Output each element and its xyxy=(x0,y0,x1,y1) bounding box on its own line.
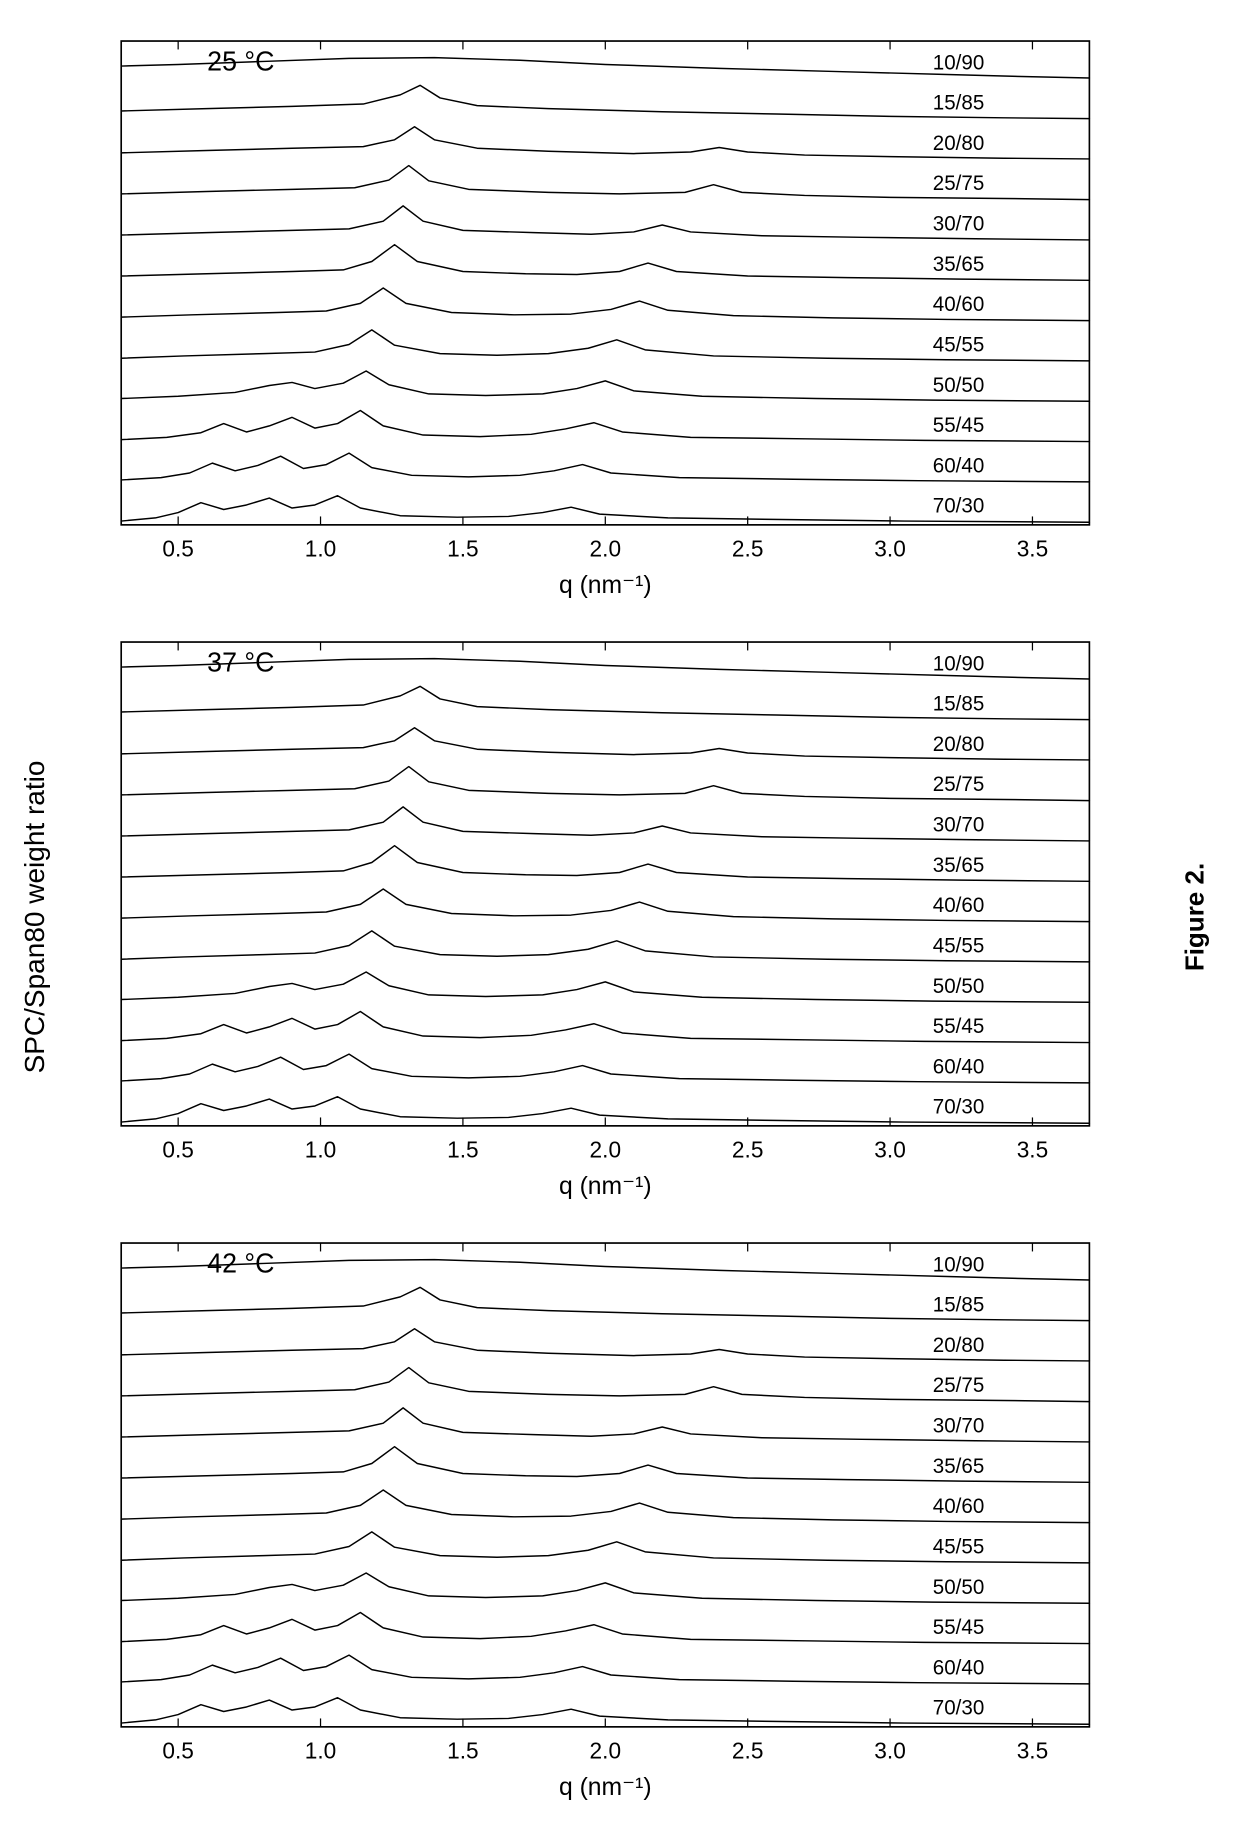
xtick-label: 3.0 xyxy=(874,1136,905,1162)
trace-label: 10/90 xyxy=(933,1253,984,1276)
trace-label: 50/50 xyxy=(933,374,984,397)
xtick-label: 1.0 xyxy=(305,1737,336,1763)
xtick-label: 2.5 xyxy=(732,535,763,561)
trace-label: 25/75 xyxy=(933,773,984,796)
figure-caption: Figure 2. xyxy=(1180,862,1211,970)
trace-label: 30/70 xyxy=(933,1414,984,1437)
xtick-label: 0.5 xyxy=(162,535,193,561)
figure-container: SPC/Span80 weight ratio 0.5 1.0 1.5 2.0 2.5 3… xyxy=(0,0,1240,1833)
trace-label: 45/55 xyxy=(933,1535,984,1558)
panel-1: 0.51.01.52.02.53.03.5q (nm⁻¹)37 °C10/901… xyxy=(80,621,1110,1210)
trace-label: 10/90 xyxy=(933,51,984,74)
trace-label: 35/65 xyxy=(933,1455,984,1478)
trace-label: 45/55 xyxy=(933,333,984,356)
xtick-label: 3.0 xyxy=(874,1737,905,1763)
trace-label: 50/50 xyxy=(933,1576,984,1599)
panel-svg: 0.51.01.52.02.53.03.5q (nm⁻¹)42 °C10/901… xyxy=(80,1222,1110,1811)
trace-label: 55/45 xyxy=(933,1616,984,1639)
trace-label: 15/85 xyxy=(933,1293,984,1316)
x-axis-label: q (nm⁻¹) xyxy=(559,1172,652,1200)
trace-label: 60/40 xyxy=(933,1656,984,1679)
trace-label: 20/80 xyxy=(933,1334,984,1357)
trace-label: 55/45 xyxy=(933,414,984,437)
xtick-label: 2.0 xyxy=(590,1737,621,1763)
trace-label: 30/70 xyxy=(933,813,984,836)
trace-label: 55/45 xyxy=(933,1015,984,1038)
xtick-label: 2.5 xyxy=(732,1737,763,1763)
trace-label: 45/55 xyxy=(933,934,984,957)
xtick-label: 0.5 xyxy=(162,1737,193,1763)
y-axis-label: SPC/Span80 weight ratio xyxy=(19,760,51,1073)
panel-svg: 0.51.01.52.02.53.03.5q (nm⁻¹)37 °C10/901… xyxy=(80,621,1110,1210)
trace-label: 10/90 xyxy=(933,652,984,675)
xtick-label: 0.5 xyxy=(162,1136,193,1162)
trace-label: 50/50 xyxy=(933,975,984,998)
trace-label: 60/40 xyxy=(933,1055,984,1078)
panel-0: 0.51.01.52.02.53.03.5q (nm⁻¹)25 °C10/901… xyxy=(80,20,1110,609)
trace-label: 40/60 xyxy=(933,1495,984,1518)
trace-label: 70/30 xyxy=(933,495,984,518)
x-axis-label: q (nm⁻¹) xyxy=(559,571,652,599)
xtick-label: 3.5 xyxy=(1017,1737,1048,1763)
xtick-label: 1.5 xyxy=(447,1136,478,1162)
xtick-label: 3.5 xyxy=(1017,535,1048,561)
xtick-label: 1.5 xyxy=(447,1737,478,1763)
xtick-label: 2.0 xyxy=(590,535,621,561)
trace-label: 70/30 xyxy=(933,1697,984,1720)
xtick-label: 3.0 xyxy=(874,535,905,561)
trace-label: 25/75 xyxy=(933,172,984,195)
panel-svg: 0.51.01.52.02.53.03.5q (nm⁻¹)25 °C10/901… xyxy=(80,20,1110,609)
xtick-label: 1.5 xyxy=(447,535,478,561)
xtick-label: 1.0 xyxy=(305,535,336,561)
trace-label: 35/65 xyxy=(933,854,984,877)
xtick-label: 2.0 xyxy=(590,1136,621,1162)
panel-2: 0.51.01.52.02.53.03.5q (nm⁻¹)42 °C10/901… xyxy=(80,1222,1110,1811)
trace-label: 70/30 xyxy=(933,1096,984,1119)
trace-label: 40/60 xyxy=(933,894,984,917)
trace-label: 60/40 xyxy=(933,454,984,477)
trace-label: 40/60 xyxy=(933,293,984,316)
panels-column: 0.51.01.52.02.53.03.5q (nm⁻¹)25 °C10/901… xyxy=(70,0,1150,1833)
trace-label: 20/80 xyxy=(933,132,984,155)
trace-label: 20/80 xyxy=(933,733,984,756)
xtick-label: 1.0 xyxy=(305,1136,336,1162)
trace-label: 15/85 xyxy=(933,692,984,715)
trace-label: 30/70 xyxy=(933,212,984,235)
xtick-label: 2.5 xyxy=(732,1136,763,1162)
trace-label: 15/85 xyxy=(933,91,984,114)
xtick-label: 3.5 xyxy=(1017,1136,1048,1162)
x-axis-label: q (nm⁻¹) xyxy=(559,1773,652,1801)
trace-label: 25/75 xyxy=(933,1374,984,1397)
trace-label: 35/65 xyxy=(933,253,984,276)
ylabel-column: SPC/Span80 weight ratio xyxy=(0,0,70,1833)
caption-column: Figure 2. xyxy=(1150,0,1240,1833)
